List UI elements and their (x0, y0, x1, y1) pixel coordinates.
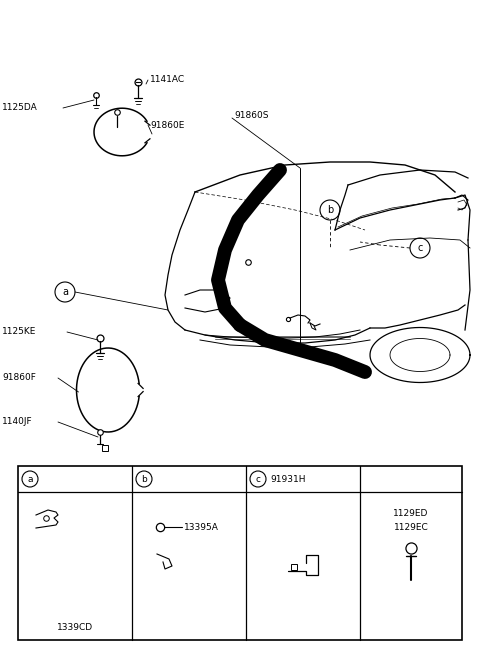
Text: 1129EC: 1129EC (394, 523, 428, 533)
Text: 1141AC: 1141AC (150, 75, 185, 85)
Text: 91860S: 91860S (234, 110, 268, 119)
Text: 1140JF: 1140JF (2, 417, 33, 426)
Text: a: a (62, 287, 68, 297)
Text: 91860F: 91860F (2, 373, 36, 382)
Text: a: a (27, 474, 33, 483)
Text: 91860E: 91860E (150, 121, 184, 129)
Text: 13395A: 13395A (184, 522, 219, 531)
Text: b: b (327, 205, 333, 215)
Text: 1129ED: 1129ED (393, 510, 429, 518)
Text: 91931H: 91931H (270, 474, 305, 483)
Text: 1339CD: 1339CD (57, 623, 93, 632)
Text: 1125KE: 1125KE (2, 327, 36, 337)
Text: c: c (417, 243, 423, 253)
Text: c: c (255, 474, 261, 483)
Bar (18, 466, 462, 640)
Text: 1125DA: 1125DA (2, 104, 38, 112)
Text: b: b (141, 474, 147, 483)
